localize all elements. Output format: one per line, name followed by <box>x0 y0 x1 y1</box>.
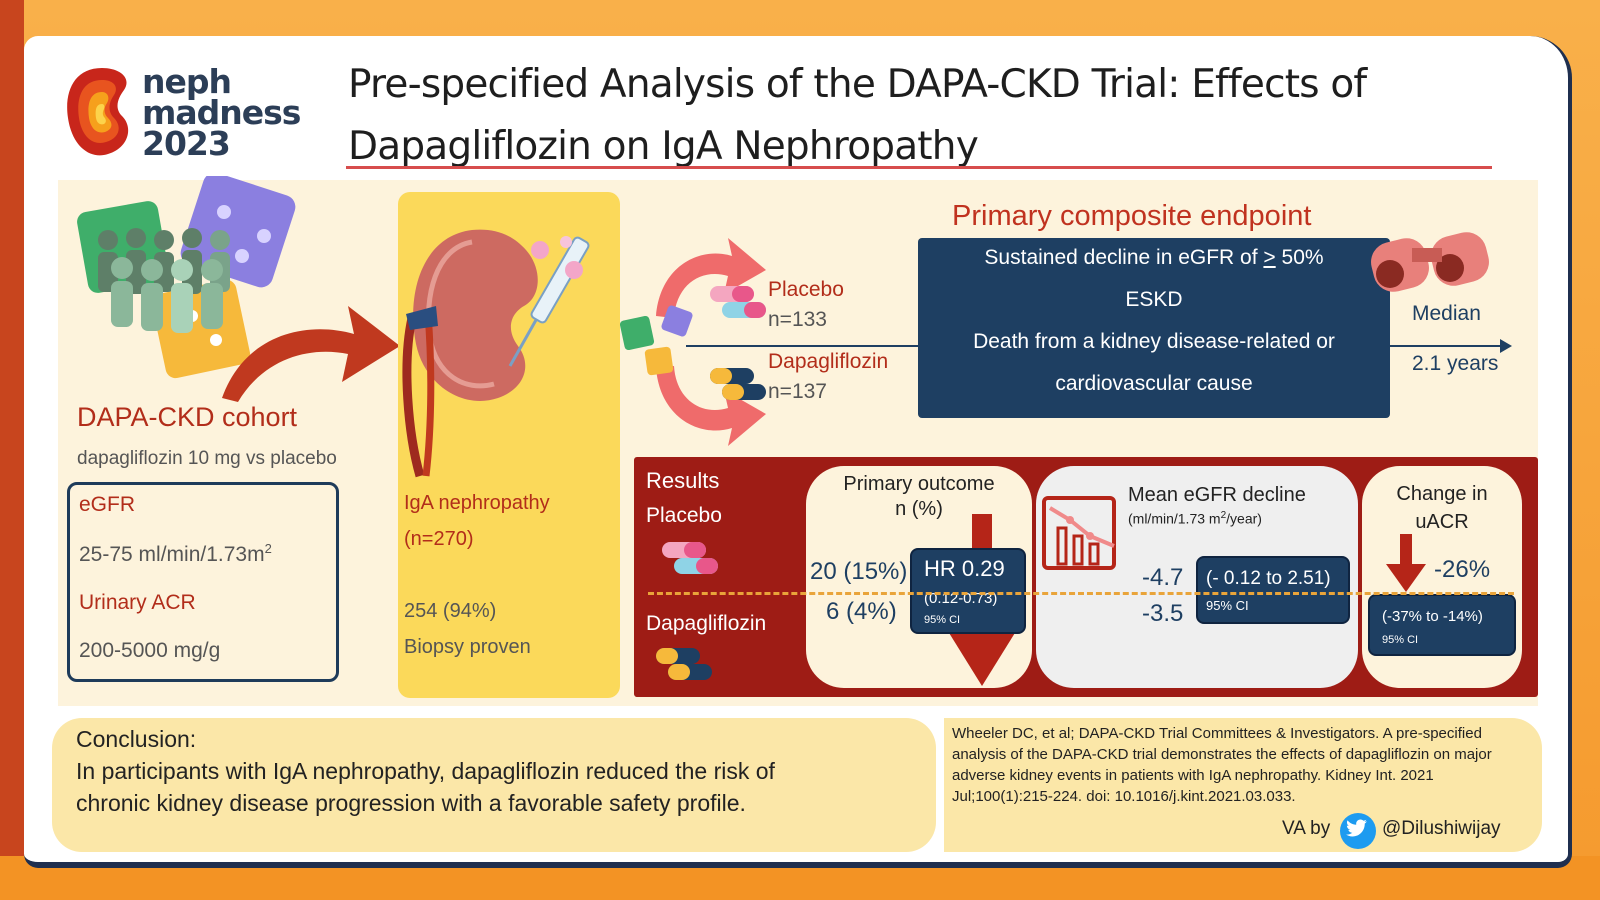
endpoint-line-3: Death from a kidney disease-related or <box>973 330 1335 353</box>
egfr-label: eGFR <box>79 493 136 516</box>
twitter-handle[interactable]: @Dilushiwijay <box>1382 818 1501 839</box>
egfr-range-value: 25-75 ml/min/1.73m <box>79 543 265 566</box>
arm-divider-line <box>648 592 1514 595</box>
endpoint-line-1-text: Sustained decline in eGFR of <box>984 246 1264 269</box>
placebo-arm-n: n=133 <box>768 308 827 331</box>
uacr-ci-box: (-37% to -14%) 95% CI <box>1368 594 1516 656</box>
logo-kidney-icon <box>67 68 129 156</box>
hazard-ratio-ci-label: 95% CI <box>924 614 961 626</box>
kidney-syringe-illustration <box>402 229 590 478</box>
left-accent-bar <box>0 0 24 900</box>
chart-decline-icon <box>1042 496 1116 570</box>
conclusion-label: Conclusion: <box>76 726 197 752</box>
uacr-change-value: -26% <box>1434 556 1491 583</box>
logo-line-3: 2023 <box>142 124 231 163</box>
egfr-decline-unit-text: (ml/min/1.73 m <box>1128 510 1221 527</box>
primary-outcome-title-line-1: Primary outcome <box>843 473 995 495</box>
egfr-decline-unit-sup: 2 <box>1220 510 1227 521</box>
results-placebo-pill-icon <box>662 542 718 574</box>
iga-biopsy-count: 254 (94%) <box>404 600 497 622</box>
egfr-decline-unit-post: /year) <box>1226 510 1262 527</box>
median-label: Median <box>1412 302 1481 325</box>
uacr-down-arrow-icon <box>1386 534 1426 592</box>
uacr-ci: (-37% to -14%) <box>1382 608 1483 625</box>
conclusion-line-1: In participants with IgA nephropathy, da… <box>76 758 775 784</box>
syringe-icon <box>508 236 590 367</box>
conclusion-panel <box>52 718 936 852</box>
dice-icon <box>620 305 693 376</box>
results-dapagliflozin-label: Dapagliflozin <box>646 612 767 635</box>
dapagliflozin-pill-icon <box>710 368 766 400</box>
logo-line-2: madness <box>142 93 301 132</box>
uacr-ci-label: 95% CI <box>1382 634 1419 646</box>
egfr-decline-title: Mean eGFR decline <box>1128 484 1306 506</box>
median-value: 2.1 years <box>1412 352 1499 375</box>
primary-endpoint-box: Sustained decline in eGFR of > 50% ESKD … <box>918 238 1390 418</box>
people-group-icon <box>98 228 230 333</box>
endpoint-line-4: cardiovascular cause <box>1055 372 1253 395</box>
hazard-ratio-box: HR 0.29 (0.12-0.73) 95% CI <box>910 548 1026 634</box>
reference-text: Wheeler DC, et al; DAPA-CKD Trial Commit… <box>952 725 1492 805</box>
egfr-range: 25-75 ml/min/1.73m2 <box>79 541 272 567</box>
binoculars-icon <box>1371 232 1489 292</box>
credit-label: VA by <box>1282 818 1331 839</box>
placebo-arm-label: Placebo <box>768 278 844 301</box>
conclusion-line-2: chronic kidney disease progression with … <box>76 790 746 816</box>
egfr-decline-unit: (ml/min/1.73 m2/year) <box>1128 510 1262 527</box>
primary-placebo-value: 20 (15%) <box>810 558 908 585</box>
title-underline <box>346 166 1492 169</box>
egfr-range-sup: 2 <box>264 541 272 556</box>
inclusion-criteria-box: eGFR 25-75 ml/min/1.73m2 Urinary ACR 200… <box>67 482 339 682</box>
iga-biopsy-label: Biopsy proven <box>404 636 531 658</box>
cohort-subtitle: dapagliflozin 10 mg vs placebo <box>77 448 337 469</box>
endpoint-line-1-value: 50% <box>1275 246 1324 269</box>
egfr-placebo-value: -4.7 <box>1142 564 1184 591</box>
hazard-ratio: HR 0.29 <box>924 556 1005 581</box>
logo-wordmark: neph madness 2023 <box>142 62 301 163</box>
cohort-to-iga-arrow-icon <box>222 306 400 402</box>
endpoint-line-2: ESKD <box>1125 288 1183 311</box>
dapagliflozin-arm-label: Dapagliflozin <box>768 350 889 373</box>
page-title: Pre-specified Analysis of the DAPA-CKD T… <box>348 62 1367 169</box>
randomization-illustration <box>620 238 766 446</box>
endpoint-line-1-symbol: > <box>1263 246 1276 269</box>
egfr-ci-label: 95% CI <box>1206 598 1249 613</box>
iga-label: IgA nephropathy <box>404 492 550 514</box>
dapagliflozin-arm-n: n=137 <box>768 380 827 403</box>
endpoint-line-1: Sustained decline in eGFR of > 50% <box>918 246 1390 270</box>
egfr-ci-box: (- 0.12 to 2.51) 95% CI <box>1196 556 1350 624</box>
uacr-range: 200-5000 mg/g <box>79 639 221 662</box>
twitter-icon[interactable] <box>1340 813 1376 849</box>
kidney-icon <box>402 229 538 478</box>
uacr-label: Urinary ACR <box>79 591 196 614</box>
placebo-pill-icon <box>710 286 766 318</box>
cohort-title: DAPA-CKD cohort <box>77 402 298 432</box>
iga-n: (n=270) <box>404 528 474 550</box>
results-title: Results <box>646 468 720 493</box>
timeline-arrow-icon <box>1500 339 1512 353</box>
primary-endpoint-title: Primary composite endpoint <box>952 200 1312 232</box>
twitter-bird-icon <box>1345 819 1367 837</box>
primary-outcome-title: Primary outcome n (%) <box>806 472 1032 522</box>
uacr-title-line-1: Change in <box>1396 483 1488 505</box>
egfr-ci: (- 0.12 to 2.51) <box>1206 568 1331 589</box>
results-dapagliflozin-pill-icon <box>656 648 712 680</box>
uacr-title-line-2: uACR <box>1415 511 1469 533</box>
uacr-title: Change in uACR <box>1362 480 1522 536</box>
logo-line-1: neph <box>142 62 232 101</box>
primary-outcome-title-line-2: n (%) <box>895 498 943 520</box>
results-placebo-label: Placebo <box>646 504 722 527</box>
reference-panel <box>944 718 1542 852</box>
egfr-dapagliflozin-value: -3.5 <box>1142 600 1184 627</box>
primary-dapagliflozin-value: 6 (4%) <box>826 598 897 625</box>
people-dice-illustration <box>77 176 296 379</box>
